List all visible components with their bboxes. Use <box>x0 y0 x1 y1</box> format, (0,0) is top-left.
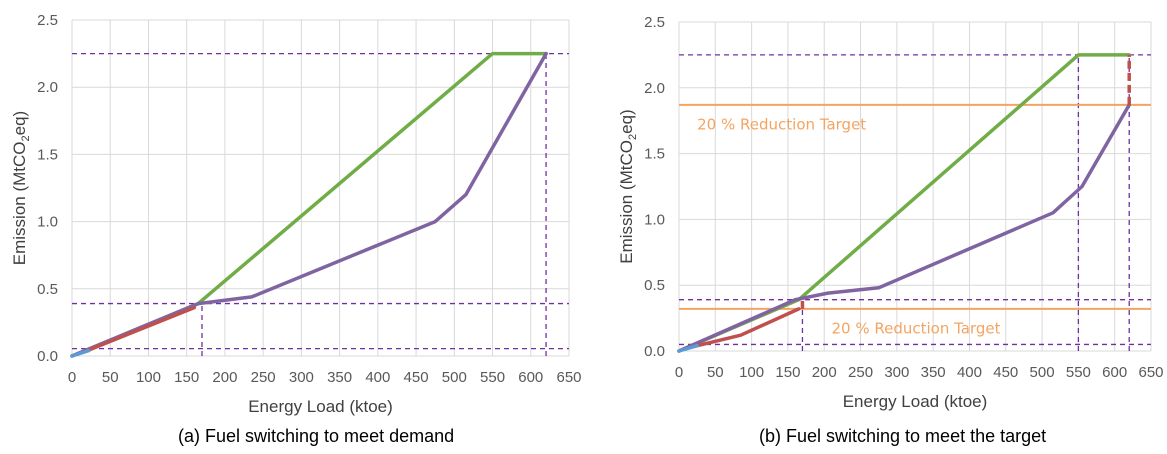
x-tick-label: 150 <box>174 369 199 386</box>
y-axis-label: Emission (MtCO2eq) <box>10 111 32 265</box>
guide-lines <box>72 52 569 356</box>
y-tick-label: 1.0 <box>644 211 665 228</box>
y-tick-labels: 0.0 0.5 1.0 1.5 2.0 2.5 <box>644 14 665 360</box>
y-tick-label: 2.5 <box>644 14 665 31</box>
y-tick-label: 0.5 <box>644 277 665 294</box>
y-tick-label: 0.5 <box>37 281 58 298</box>
guide-lines <box>679 54 1151 351</box>
x-tick-label: 300 <box>289 369 314 386</box>
y-tick-label: 1.5 <box>37 146 58 163</box>
x-tick-label: 350 <box>327 369 352 386</box>
x-tick-labels: 0 50 100 150 200 250 300 350 400 450 500 550 600 650 <box>68 369 582 386</box>
x-tick-label: 550 <box>1066 364 1091 381</box>
x-tick-label: 0 <box>675 364 683 381</box>
target-lines: 20 % Reduction Target 20 % Reduction Targ… <box>679 103 1151 338</box>
x-tick-label: 100 <box>739 364 764 381</box>
x-tick-label: 50 <box>707 364 724 381</box>
y-tick-label: 2.0 <box>37 79 58 96</box>
x-tick-label: 150 <box>775 364 800 381</box>
caption-b: (b) Fuel switching to meet the target <box>759 426 1046 446</box>
series-line-purple <box>677 103 1131 353</box>
x-axis-label: Energy Load (ktoe) <box>248 397 393 416</box>
series-line-blue <box>70 348 91 358</box>
x-tick-label: 500 <box>1030 364 1055 381</box>
x-tick-label: 200 <box>212 369 237 386</box>
x-tick-label: 550 <box>480 369 505 386</box>
x-tick-label: 600 <box>1102 364 1127 381</box>
y-tick-label: 1.0 <box>37 214 58 231</box>
target-label: 20 % Reduction Target <box>831 320 1000 338</box>
x-tick-label: 400 <box>957 364 982 381</box>
x-tick-label: 450 <box>993 364 1018 381</box>
x-tick-label: 350 <box>921 364 946 381</box>
series-line-purple <box>70 51 548 358</box>
y-tick-label: 2.5 <box>37 12 58 29</box>
x-tick-label: 200 <box>812 364 837 381</box>
y-tick-label: 1.5 <box>644 146 665 163</box>
grid-lines <box>678 21 1152 352</box>
x-tick-label: 650 <box>1138 364 1163 381</box>
x-tick-label: 0 <box>68 369 76 386</box>
target-label: 20 % Reduction Target <box>697 116 866 134</box>
grid-lines <box>71 19 570 357</box>
series-line-green <box>70 51 548 358</box>
y-axis-label: Emission (MtCO2eq) <box>617 109 639 263</box>
x-tick-label: 300 <box>884 364 909 381</box>
series-lines <box>677 53 1131 353</box>
series-line-red <box>695 307 801 348</box>
chart-panel-a: 0.0 0.5 1.0 1.5 2.0 2.5 0 50 100 150 200 250 300 350… <box>10 12 582 446</box>
x-tick-label: 650 <box>556 369 581 386</box>
chart-panel-b: 20 % Reduction Target 20 % Reduction Targ… <box>617 14 1164 446</box>
series-line-red <box>85 305 197 353</box>
x-tick-label: 600 <box>518 369 543 386</box>
x-tick-label: 250 <box>251 369 276 386</box>
x-tick-labels: 0 50 100 150 200 250 300 350 400 450 500 550 600 650 <box>675 364 1164 381</box>
caption-a: (a) Fuel switching to meet demand <box>178 426 454 446</box>
y-tick-label: 0.0 <box>37 348 58 365</box>
x-tick-label: 450 <box>404 369 429 386</box>
x-tick-label: 400 <box>365 369 390 386</box>
y-tick-label: 2.0 <box>644 80 665 97</box>
x-tick-label: 50 <box>102 369 119 386</box>
series-line-blue <box>677 343 699 353</box>
x-tick-label: 500 <box>442 369 467 386</box>
x-tick-label: 100 <box>136 369 161 386</box>
series-lines <box>70 51 548 358</box>
x-axis-label: Energy Load (ktoe) <box>843 392 988 411</box>
y-tick-labels: 0.0 0.5 1.0 1.5 2.0 2.5 <box>37 12 58 365</box>
x-tick-label: 250 <box>848 364 873 381</box>
y-tick-label: 0.0 <box>644 343 665 360</box>
red-dash-markers <box>800 54 1131 309</box>
